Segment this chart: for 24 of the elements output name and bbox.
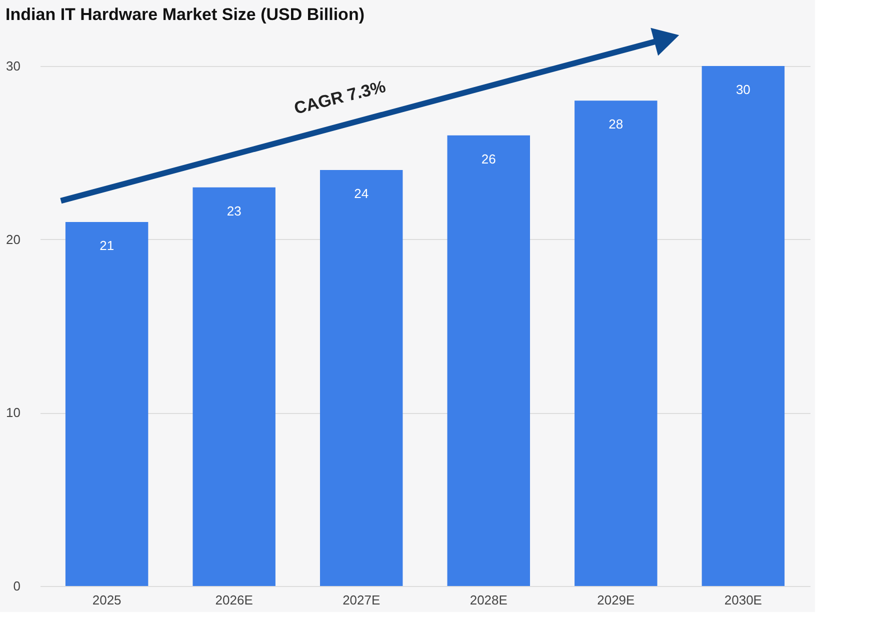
y-tick-label: 10 [6,405,20,420]
y-tick-label: 0 [13,578,20,594]
bar [574,100,658,586]
x-tick-label: 2030E [724,592,762,608]
data-label: 24 [354,186,369,201]
y-tick-label: 20 [6,232,20,247]
x-tick-label: 2026E [215,592,254,608]
x-tick-label: 2029E [597,592,636,608]
bar [192,187,276,586]
bar [702,66,785,586]
x-tick-label: 2028E [470,592,508,608]
data-label: 28 [608,116,624,132]
bar [447,135,530,586]
x-tick-label: 2027E [342,592,380,608]
data-label: 26 [481,151,496,166]
x-tick-label: 2025 [92,592,122,608]
data-label: 23 [226,203,242,218]
chart-title: Indian IT Hardware Market Size (USD Billion) [6,4,364,24]
data-label: 21 [100,238,114,253]
bar [320,170,403,586]
bar [65,222,148,586]
y-tick-label: 30 [6,58,20,74]
data-label: 30 [736,82,750,97]
annotation: CAGR 7.3% [292,76,388,118]
